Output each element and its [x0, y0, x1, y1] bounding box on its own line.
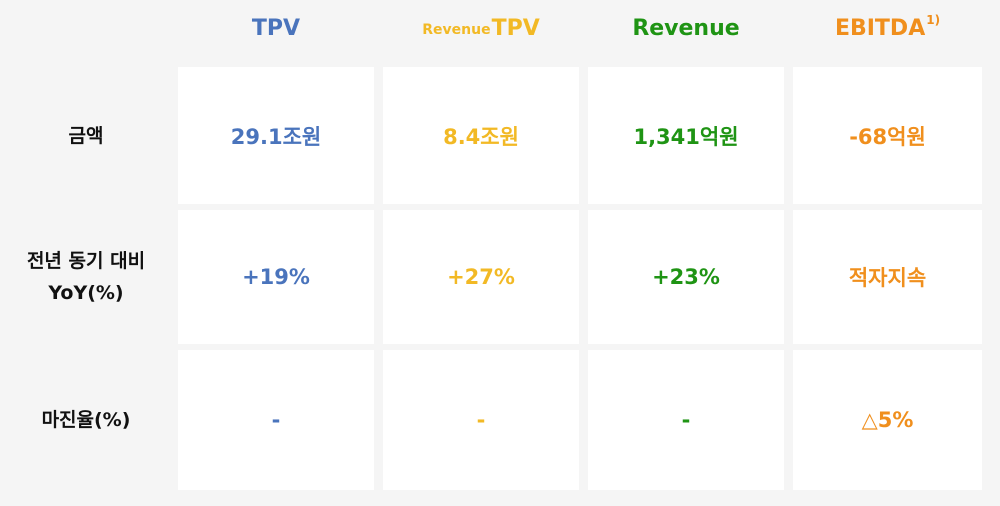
column-header-revenue-tpv: Revenue TPV [383, 8, 579, 48]
cell-margin-tpv: - [178, 350, 374, 490]
cell-amount-ebitda-value: -68억원 [849, 124, 926, 149]
row-label-margin: 마진율(%) [0, 350, 172, 490]
column-header-revenue-tpv-prefix: Revenue [422, 22, 491, 38]
cell-yoy-revenue-value: +23% [652, 265, 720, 289]
cell-amount-tpv-value: 29.1조원 [230, 124, 322, 149]
row-label-yoy-line1: 전년 동기 대비 [26, 250, 146, 272]
cell-amount-tpv: 29.1조원 [178, 67, 374, 204]
column-header-tpv: TPV [178, 8, 374, 48]
column-header-ebitda-label: EBITDA [834, 15, 926, 41]
cell-amount-revenue-tpv: 8.4조원 [383, 67, 579, 204]
row-label-yoy: 전년 동기 대비 YoY(%) [0, 210, 172, 344]
column-header-ebitda-footnote: 1) [926, 13, 941, 27]
cell-amount-ebitda: -68억원 [793, 67, 982, 204]
cell-yoy-revenue: +23% [588, 210, 784, 344]
cell-amount-revenue-value: 1,341억원 [633, 124, 739, 149]
row-label-amount: 금액 [0, 67, 172, 204]
cell-margin-revenue-tpv: - [383, 350, 579, 490]
row-label-margin-text: 마진율(%) [41, 409, 131, 431]
column-header-tpv-label: TPV [251, 15, 301, 41]
cell-margin-ebitda-value: △5% [861, 408, 914, 432]
column-header-revenue-tpv-label: TPV [491, 15, 540, 41]
cell-yoy-ebitda-value: 적자지속 [848, 266, 927, 290]
cell-yoy-tpv: +19% [178, 210, 374, 344]
column-header-revenue: Revenue [588, 8, 784, 48]
cell-margin-revenue-value: - [681, 408, 691, 432]
cell-margin-revenue: - [588, 350, 784, 490]
row-label-yoy-line2: YoY(%) [48, 282, 124, 304]
cell-yoy-tpv-value: +19% [242, 265, 310, 289]
column-header-revenue-label: Revenue [632, 15, 740, 41]
column-header-ebitda: EBITDA 1) [793, 8, 982, 48]
cell-yoy-revenue-tpv-value: +27% [447, 265, 515, 289]
row-label-amount-text: 금액 [68, 124, 104, 147]
cell-amount-revenue: 1,341억원 [588, 67, 784, 204]
cell-margin-ebitda: △5% [793, 350, 982, 490]
cell-margin-tpv-value: - [271, 408, 281, 432]
cell-yoy-revenue-tpv: +27% [383, 210, 579, 344]
cell-yoy-ebitda: 적자지속 [793, 210, 982, 344]
cell-amount-revenue-tpv-value: 8.4조원 [443, 124, 519, 149]
cell-margin-revenue-tpv-value: - [476, 408, 486, 432]
